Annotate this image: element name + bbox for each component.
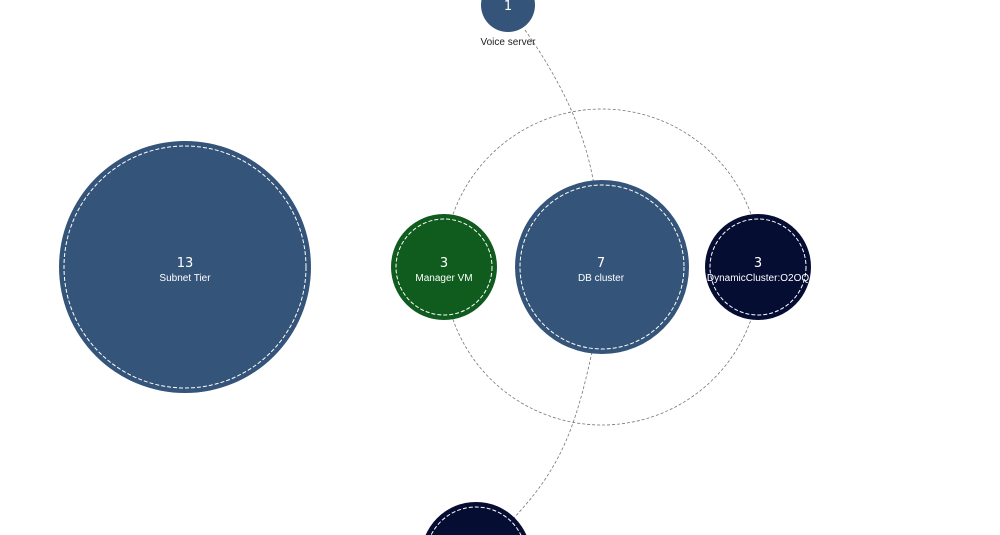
node-bottom[interactable] [421, 502, 531, 535]
node-dynamic-cluster-dash [709, 218, 807, 316]
node-manager-vm-label: Manager VM [415, 273, 472, 284]
node-bottom-circle [425, 502, 527, 535]
node-voice-server[interactable]: 1 Voice server [480, 0, 536, 48]
node-manager-vm-count: 3 [440, 256, 448, 271]
node-bottom-dash [430, 506, 522, 535]
node-dynamic-cluster-label: DynamicCluster:O2OQ [707, 273, 809, 284]
node-voice-server-label: Voice server [480, 37, 536, 48]
node-voice-server-count: 1 [504, 0, 512, 14]
node-manager-vm-circle [391, 214, 497, 320]
node-subnet-tier-label: Subnet Tier [159, 273, 211, 284]
node-dynamic-cluster[interactable]: 3 DynamicCluster:O2OQ [705, 214, 811, 320]
link-voice-to-db [524, 29, 595, 186]
node-db-cluster-label: DB cluster [578, 273, 625, 284]
node-subnet-tier[interactable]: 13 Subnet Tier [59, 141, 311, 393]
node-manager-vm-dash [395, 218, 493, 316]
node-dynamic-cluster-count: 3 [754, 256, 762, 271]
node-db-cluster-circle [515, 180, 689, 354]
node-voice-server-circle [481, 0, 535, 32]
node-subnet-tier-count: 13 [177, 256, 194, 271]
node-dynamic-cluster-circle [705, 214, 811, 320]
node-subnet-tier-circle [59, 141, 311, 393]
node-manager-vm[interactable]: 3 Manager VM [391, 214, 497, 320]
node-db-cluster-count: 7 [597, 256, 605, 271]
node-db-cluster-dash [519, 184, 685, 350]
link-db-to-bottom [509, 351, 593, 523]
node-subnet-tier-dash [63, 145, 307, 389]
node-db-cluster[interactable]: 7 DB cluster [515, 180, 689, 354]
